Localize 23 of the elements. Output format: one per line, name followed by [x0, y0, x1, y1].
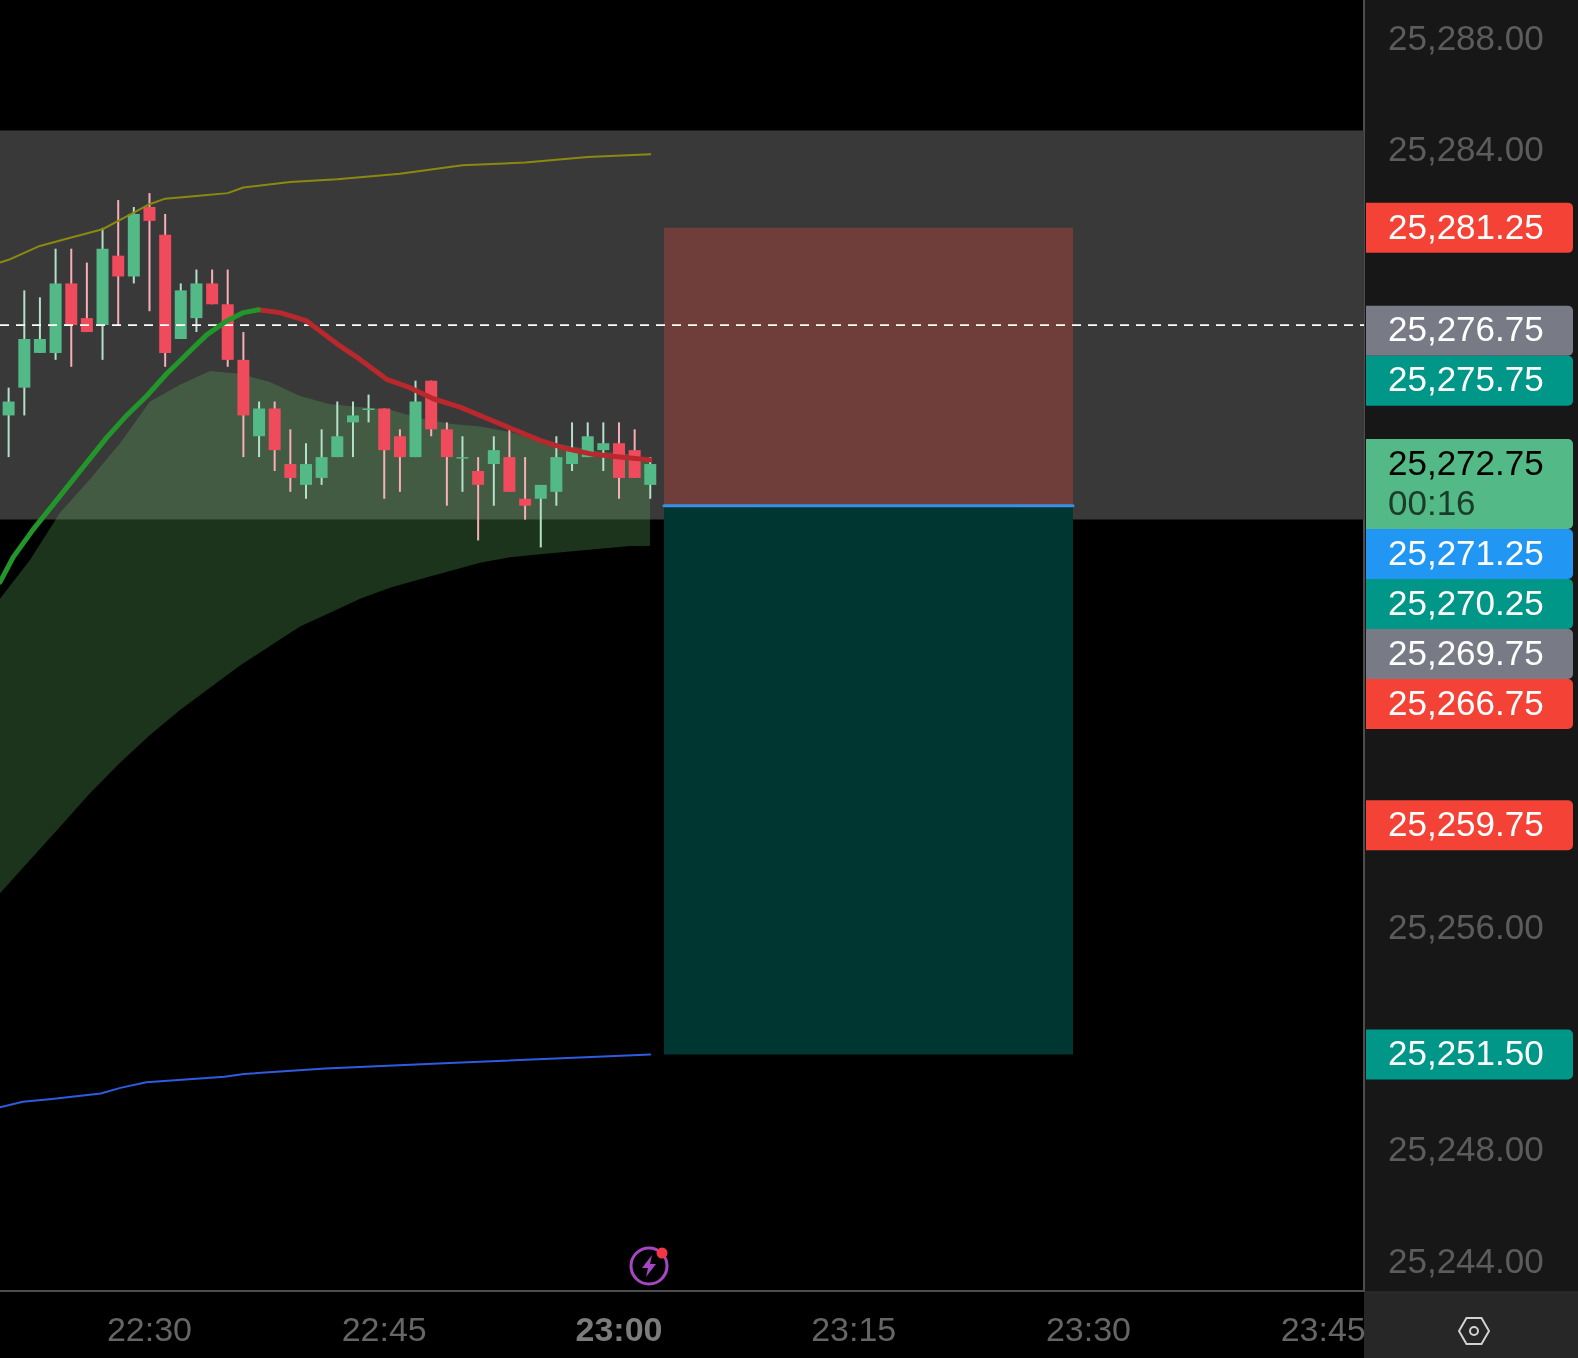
candlestick — [456, 436, 469, 492]
x-tick-label: 23:30 — [1045, 1309, 1132, 1348]
text: 25,259.75 — [1388, 803, 1544, 843]
text: 25,276.75 — [1388, 309, 1544, 349]
text: 25,270.25 — [1388, 582, 1544, 622]
text: 25,271.25 — [1388, 532, 1544, 572]
x-tick-label: 22:45 — [341, 1309, 427, 1348]
x-tick-label: 23:00 — [575, 1309, 663, 1348]
y-tick-label: 25,244.00 — [1388, 1240, 1544, 1280]
y-tick-label: 25,284.00 — [1388, 129, 1544, 169]
candlestick — [519, 457, 532, 520]
x-tick-label: 23:15 — [811, 1309, 897, 1348]
text: 25,281.25 — [1388, 206, 1544, 246]
text: 25,251.50 — [1388, 1033, 1544, 1073]
x-tick-label: 23:45 — [1280, 1309, 1366, 1348]
text: 25,275.75 — [1388, 359, 1544, 399]
y-tick-label: 25,248.00 — [1388, 1129, 1544, 1169]
y-tick-label: 25,256.00 — [1388, 907, 1544, 947]
text: 25,269.75 — [1388, 632, 1544, 672]
y-tick-label: 25,288.00 — [1388, 17, 1544, 57]
text: 25,272.75 00:16 — [1388, 442, 1544, 522]
text: 25,266.75 — [1388, 682, 1544, 722]
x-tick-label: 22:30 — [106, 1309, 193, 1348]
